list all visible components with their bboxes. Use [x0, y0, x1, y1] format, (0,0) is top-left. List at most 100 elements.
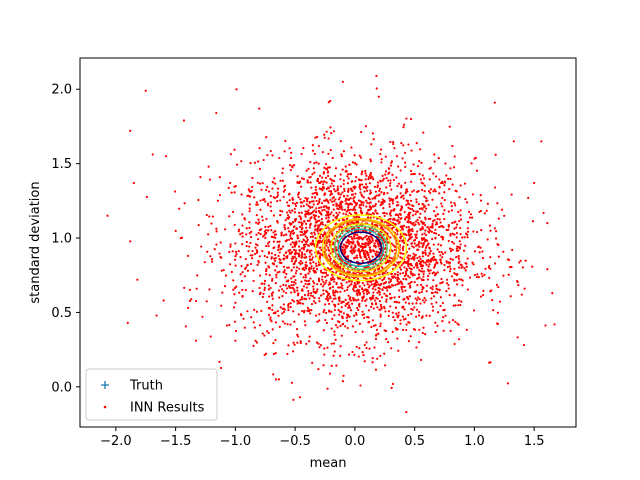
data-point	[209, 335, 212, 338]
data-point	[456, 283, 459, 286]
data-point	[367, 177, 370, 181]
data-point	[366, 288, 369, 291]
data-point	[445, 278, 449, 281]
data-point	[316, 179, 319, 182]
data-point	[323, 308, 326, 312]
data-point	[241, 232, 244, 235]
data-point	[340, 334, 343, 337]
data-point	[325, 214, 328, 217]
data-point	[380, 201, 383, 204]
data-point	[326, 346, 329, 349]
data-point	[352, 277, 356, 280]
data-point	[283, 184, 287, 187]
data-point	[412, 252, 415, 255]
data-point	[343, 251, 346, 255]
data-point	[346, 182, 349, 185]
data-point	[389, 224, 392, 227]
data-point	[425, 290, 428, 293]
data-point	[394, 263, 397, 267]
data-point	[333, 179, 336, 183]
data-point	[305, 169, 308, 172]
data-point	[283, 269, 286, 272]
data-point	[333, 305, 337, 308]
data-point	[398, 289, 401, 292]
data-point	[449, 177, 452, 181]
data-point	[416, 256, 419, 260]
data-point	[316, 135, 319, 139]
data-point	[434, 237, 437, 240]
data-point	[364, 299, 367, 303]
data-point	[428, 246, 431, 249]
data-point	[309, 181, 312, 184]
data-point	[339, 185, 342, 188]
data-point	[314, 186, 317, 189]
data-point	[346, 239, 349, 242]
data-point	[377, 95, 380, 98]
data-point	[314, 270, 317, 273]
data-point	[276, 199, 279, 203]
data-point	[106, 214, 109, 217]
data-point	[310, 309, 313, 312]
data-point	[489, 256, 492, 259]
data-point	[326, 299, 330, 302]
data-point	[309, 312, 312, 315]
data-point	[348, 280, 351, 283]
data-point	[258, 255, 261, 258]
data-point	[295, 201, 299, 204]
data-point	[369, 191, 373, 194]
data-point	[263, 286, 266, 289]
data-point	[370, 305, 373, 309]
data-point	[362, 204, 365, 207]
data-point	[344, 213, 347, 216]
data-point	[279, 285, 282, 288]
data-point	[398, 301, 401, 304]
data-point	[460, 300, 463, 303]
contour-line	[324, 219, 398, 276]
data-point	[278, 296, 281, 299]
data-point	[494, 237, 498, 240]
data-point	[309, 277, 312, 280]
data-point	[278, 240, 281, 243]
data-point	[374, 195, 377, 198]
data-point	[343, 187, 346, 191]
data-point	[420, 358, 423, 362]
data-point	[395, 328, 398, 331]
data-point	[254, 339, 257, 342]
data-point	[375, 74, 378, 77]
y-tick-label: 0.0	[51, 380, 72, 395]
data-point	[264, 229, 267, 232]
data-point	[394, 276, 397, 279]
data-point	[268, 266, 271, 269]
data-point	[332, 214, 335, 217]
data-point	[409, 270, 412, 274]
data-point	[373, 346, 376, 349]
data-point	[350, 203, 354, 206]
data-point	[417, 259, 420, 262]
data-point	[364, 288, 367, 291]
data-point	[354, 249, 357, 252]
data-point	[451, 248, 454, 251]
data-point	[420, 242, 423, 245]
data-point	[399, 252, 403, 255]
data-point	[287, 226, 290, 230]
data-point	[260, 188, 263, 191]
data-point	[449, 232, 452, 236]
data-point	[384, 155, 387, 158]
data-point	[459, 303, 462, 307]
data-point	[367, 286, 370, 289]
data-point	[432, 172, 435, 175]
data-point	[367, 253, 370, 257]
data-point	[420, 220, 423, 223]
data-point	[427, 274, 430, 278]
data-point	[425, 263, 428, 266]
data-point	[383, 305, 386, 309]
data-point	[365, 346, 368, 350]
data-point	[305, 203, 308, 206]
data-point	[327, 246, 330, 249]
data-point	[358, 292, 362, 295]
data-point	[475, 169, 479, 172]
data-point	[246, 269, 250, 272]
data-point	[496, 322, 499, 326]
data-point	[219, 255, 222, 259]
data-point	[399, 319, 402, 322]
